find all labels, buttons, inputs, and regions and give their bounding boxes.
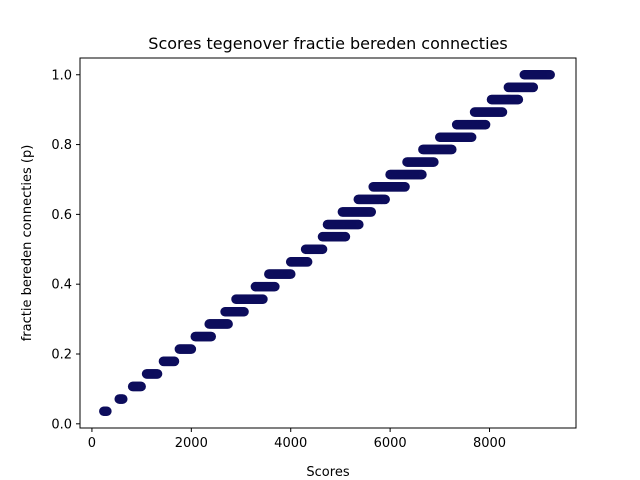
scatter-point (429, 157, 439, 167)
x-tick-label: 0 (88, 436, 96, 451)
x-tick-label: 6000 (374, 436, 407, 451)
scatter-point (417, 169, 427, 180)
y-axis-ticks: 0.0 0.2 0.4 0.6 0.8 1.0 (51, 68, 80, 432)
scatter-point (340, 231, 351, 242)
scatter-point (446, 144, 457, 155)
y-tick-label: 0.6 (51, 208, 72, 223)
scatter-point (380, 194, 390, 205)
chart-title: Scores tegenover fractie bereden connect… (148, 34, 507, 53)
scatter-point (317, 244, 328, 255)
x-axis-label: Scores (306, 465, 349, 480)
y-tick-label: 0.4 (51, 278, 72, 293)
scatter-point (480, 119, 491, 130)
scatter-point (400, 182, 410, 192)
scatter-point (366, 207, 377, 217)
x-tick-label: 4000 (274, 436, 307, 451)
scatter-point (136, 381, 146, 392)
scatter-point (545, 69, 555, 80)
scatter-point (117, 394, 128, 404)
scatter-point (528, 82, 539, 93)
scatter-point (354, 219, 364, 230)
plot-frame (79, 57, 577, 429)
data-points (99, 69, 555, 417)
scatter-point (270, 281, 280, 292)
y-tick-label: 0.8 (51, 138, 72, 153)
y-tick-label: 0.0 (51, 417, 72, 432)
scatter-point (285, 269, 296, 279)
scatter-point (513, 94, 524, 105)
scatter-point (206, 331, 217, 342)
scatter-point (258, 294, 268, 305)
scatter-point (239, 306, 249, 317)
x-tick-label: 2000 (175, 436, 208, 451)
scatter-point (302, 257, 313, 267)
scatter-point (102, 406, 112, 417)
scatter-point (497, 107, 508, 117)
y-tick-label: 1.0 (51, 68, 72, 83)
y-axis-label: fractie bereden connecties (p) (20, 145, 35, 342)
scatter-point (466, 132, 477, 143)
y-tick-label: 0.2 (51, 348, 72, 363)
scatter-point (223, 319, 233, 329)
x-tick-label: 8000 (473, 436, 506, 451)
scatter-point (169, 356, 180, 367)
scatter-point (152, 369, 163, 379)
x-axis-ticks: 0 2000 4000 6000 8000 (88, 428, 506, 451)
scatter-point (186, 344, 197, 354)
